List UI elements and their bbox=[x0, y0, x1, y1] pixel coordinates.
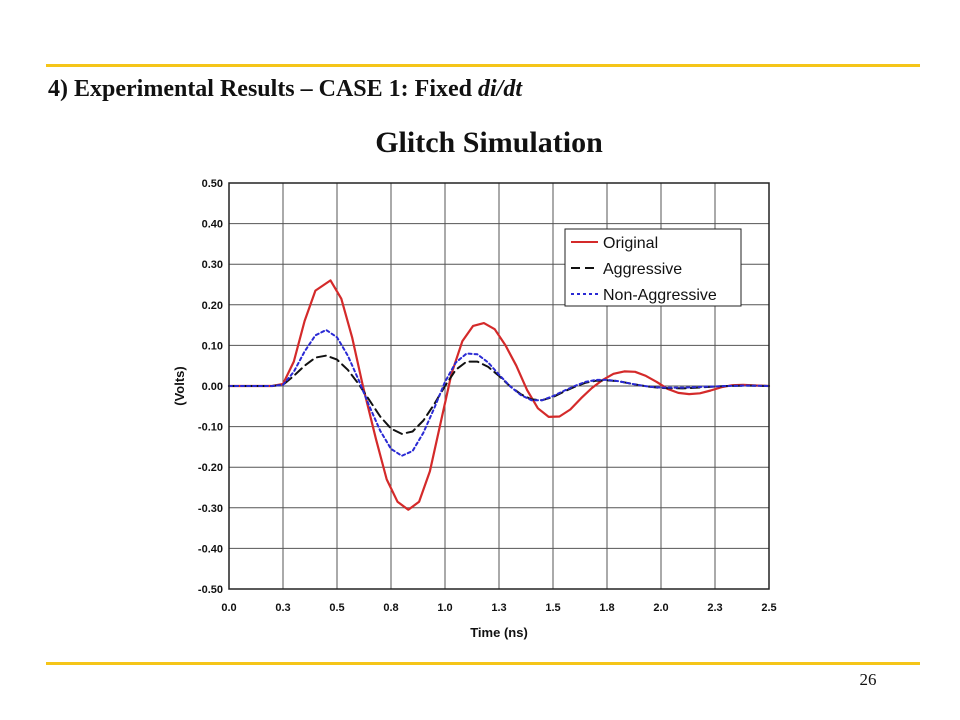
top-accent-rule bbox=[46, 64, 920, 67]
slide-heading: 4) Experimental Results – CASE 1: Fixed … bbox=[48, 76, 522, 103]
x-tick-label: 0.5 bbox=[329, 602, 344, 614]
series-line-aggressive bbox=[228, 354, 770, 435]
legend-label: Non-Aggressive bbox=[603, 287, 717, 304]
y-tick-label: 0.50 bbox=[202, 178, 223, 190]
x-axis-label: Time (ns) bbox=[470, 625, 528, 640]
series-lines bbox=[227, 279, 771, 511]
tick-labels: 0.0 0.3 0.5 0.8 1.0 1.3 1.5 1.8 2.0 2.3 2.5 0.50 0.4… bbox=[198, 178, 777, 614]
y-tick-label: -0.30 bbox=[198, 503, 223, 515]
y-tick-label: 0.40 bbox=[202, 219, 223, 231]
legend-label: Aggressive bbox=[603, 261, 682, 278]
x-tick-label: 2.3 bbox=[707, 602, 722, 614]
chart-title: Glitch Simulation bbox=[375, 126, 603, 159]
x-tick-label: 1.8 bbox=[599, 602, 614, 614]
series-line-original bbox=[227, 279, 771, 511]
x-tick-label: 0.0 bbox=[221, 602, 236, 614]
y-tick-label: -0.40 bbox=[198, 543, 223, 555]
page-number: 26 bbox=[859, 670, 877, 689]
y-tick-label: -0.50 bbox=[198, 584, 223, 596]
x-tick-label: 0.3 bbox=[275, 602, 290, 614]
x-tick-label: 2.0 bbox=[653, 602, 668, 614]
x-tick-label: 2.5 bbox=[761, 602, 776, 614]
x-tick-label: 1.3 bbox=[491, 602, 506, 614]
legend-label: Original bbox=[603, 235, 658, 252]
plot-frame bbox=[228, 182, 770, 590]
y-tick-label: 0.00 bbox=[202, 381, 223, 393]
y-tick-label: -0.20 bbox=[198, 462, 223, 474]
y-tick-label: 0.10 bbox=[202, 340, 223, 352]
slide-heading-text: 4) Experimental Results – CASE 1: Fixed bbox=[48, 76, 478, 102]
series-line-non-aggressive bbox=[228, 329, 770, 457]
y-tick-label: 0.20 bbox=[202, 300, 223, 312]
chart-legend: Original Aggressive Non-Aggressive bbox=[564, 228, 742, 307]
x-tick-label: 0.8 bbox=[383, 602, 398, 614]
x-tick-label: 1.5 bbox=[545, 602, 560, 614]
x-tick-label: 1.0 bbox=[437, 602, 452, 614]
bottom-accent-rule bbox=[46, 662, 920, 665]
slide-heading-italic: di/dt bbox=[477, 76, 522, 102]
y-tick-label: 0.30 bbox=[202, 259, 223, 271]
y-axis-label: (Volts) bbox=[172, 366, 187, 405]
y-tick-label: -0.10 bbox=[198, 422, 223, 434]
